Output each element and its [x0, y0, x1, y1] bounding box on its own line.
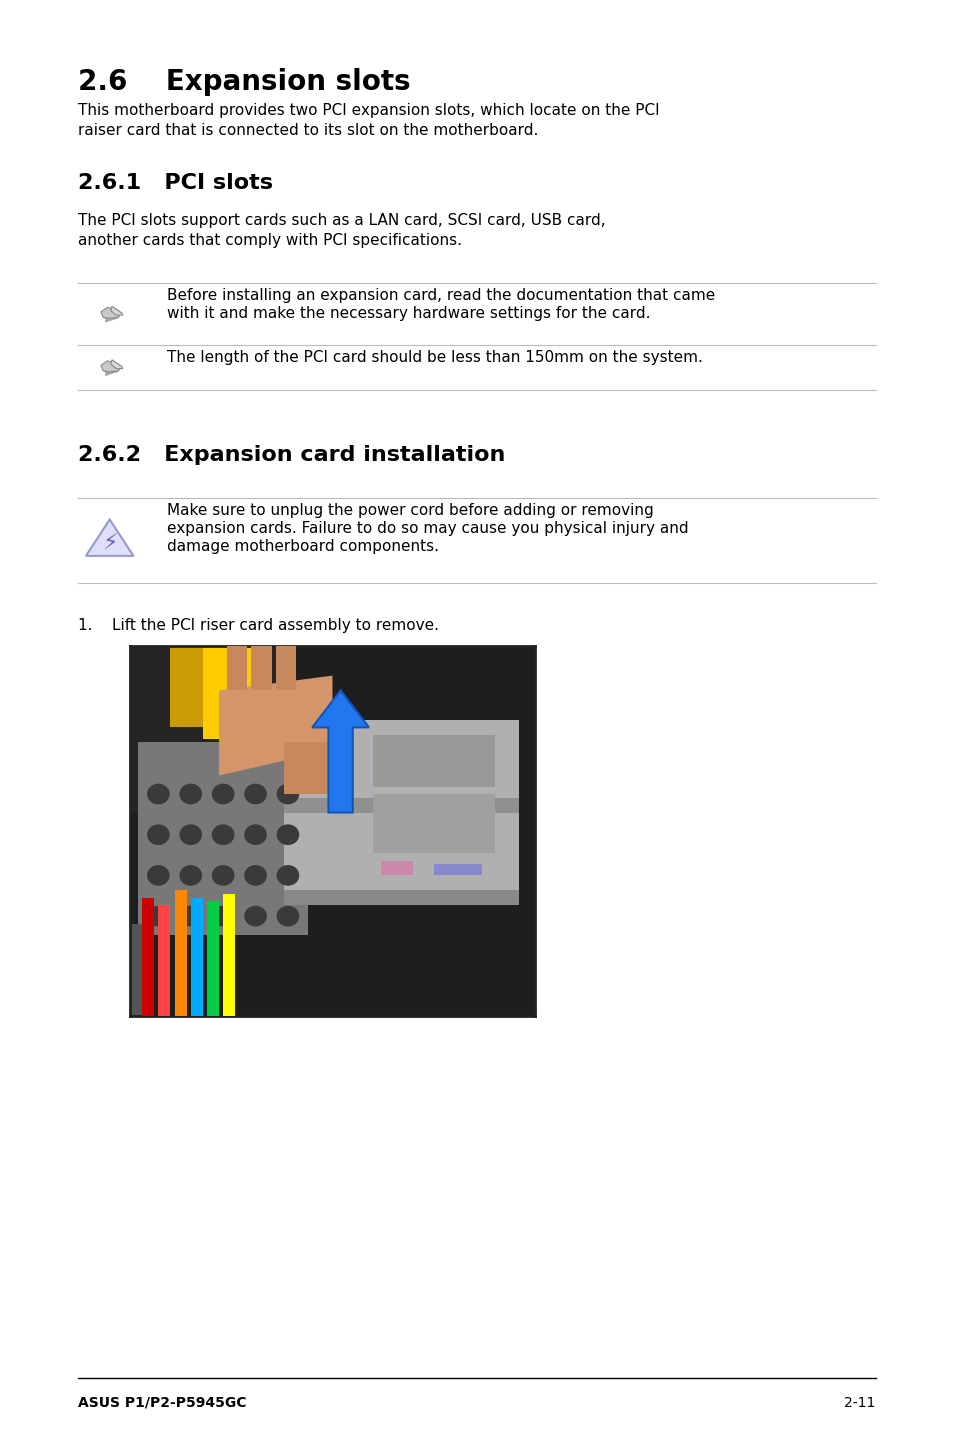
Circle shape — [244, 824, 267, 846]
Text: Before installing an expansion card, read the documentation that came: Before installing an expansion card, rea… — [167, 288, 715, 303]
Bar — [284, 742, 340, 794]
Circle shape — [276, 784, 299, 804]
PathPatch shape — [101, 361, 121, 372]
Text: The length of the PCI card should be less than 150mm on the system.: The length of the PCI card should be les… — [167, 349, 702, 365]
Bar — [207, 902, 219, 1017]
Circle shape — [179, 866, 202, 886]
Text: ⚡: ⚡ — [102, 533, 117, 554]
Circle shape — [147, 784, 170, 804]
Bar — [203, 646, 252, 739]
Bar — [142, 897, 154, 1017]
Bar — [284, 720, 518, 905]
Text: 2.6.2   Expansion card installation: 2.6.2 Expansion card installation — [78, 444, 505, 464]
Circle shape — [212, 824, 234, 846]
Circle shape — [179, 784, 202, 804]
Text: expansion cards. Failure to do so may cause you physical injury and: expansion cards. Failure to do so may ca… — [167, 521, 688, 536]
Circle shape — [212, 866, 234, 886]
Text: 2.6.1   PCI slots: 2.6.1 PCI slots — [78, 173, 273, 193]
Circle shape — [212, 906, 234, 926]
Circle shape — [212, 784, 234, 804]
Circle shape — [147, 824, 170, 846]
Circle shape — [244, 866, 267, 886]
Text: 1.    Lift the PCI riser card assembly to remove.: 1. Lift the PCI riser card assembly to r… — [78, 618, 438, 633]
Bar — [174, 890, 187, 1017]
Polygon shape — [86, 519, 133, 557]
Polygon shape — [312, 690, 369, 812]
Bar — [130, 646, 284, 812]
Circle shape — [276, 824, 299, 846]
Bar — [223, 894, 235, 1017]
Bar — [130, 923, 150, 1017]
Bar — [191, 897, 203, 1017]
Bar — [380, 860, 413, 876]
Bar — [275, 646, 295, 690]
Circle shape — [276, 906, 299, 926]
Bar — [171, 646, 272, 728]
Circle shape — [147, 866, 170, 886]
FancyArrowPatch shape — [105, 308, 118, 322]
Bar — [284, 798, 518, 812]
PathPatch shape — [111, 306, 123, 315]
PathPatch shape — [101, 308, 121, 318]
Circle shape — [179, 906, 202, 926]
Text: This motherboard provides two PCI expansion slots, which locate on the PCI: This motherboard provides two PCI expans… — [78, 104, 659, 118]
Bar — [227, 646, 247, 690]
Circle shape — [244, 906, 267, 926]
Bar — [373, 794, 494, 853]
Bar — [434, 864, 482, 876]
Text: with it and make the necessary hardware settings for the card.: with it and make the necessary hardware … — [167, 306, 650, 321]
Circle shape — [244, 784, 267, 804]
Bar — [284, 890, 518, 905]
Text: The PCI slots support cards such as a LAN card, SCSI card, USB card,: The PCI slots support cards such as a LA… — [78, 213, 605, 229]
Text: raiser card that is connected to its slot on the motherboard.: raiser card that is connected to its slo… — [78, 124, 538, 138]
Bar — [373, 735, 494, 787]
Text: ASUS P1/P2-P5945GC: ASUS P1/P2-P5945GC — [78, 1396, 247, 1411]
Bar — [138, 742, 308, 935]
Circle shape — [276, 866, 299, 886]
PathPatch shape — [111, 360, 123, 368]
Bar — [158, 905, 171, 1017]
Bar — [252, 646, 272, 690]
FancyArrowPatch shape — [105, 362, 118, 375]
Text: another cards that comply with PCI specifications.: another cards that comply with PCI speci… — [78, 233, 462, 247]
Text: 2.6    Expansion slots: 2.6 Expansion slots — [78, 68, 411, 96]
Text: 2-11: 2-11 — [843, 1396, 875, 1411]
Text: Make sure to unplug the power cord before adding or removing: Make sure to unplug the power cord befor… — [167, 503, 653, 518]
Circle shape — [179, 824, 202, 846]
Text: damage motherboard components.: damage motherboard components. — [167, 539, 438, 554]
Circle shape — [147, 906, 170, 926]
Polygon shape — [219, 676, 333, 775]
